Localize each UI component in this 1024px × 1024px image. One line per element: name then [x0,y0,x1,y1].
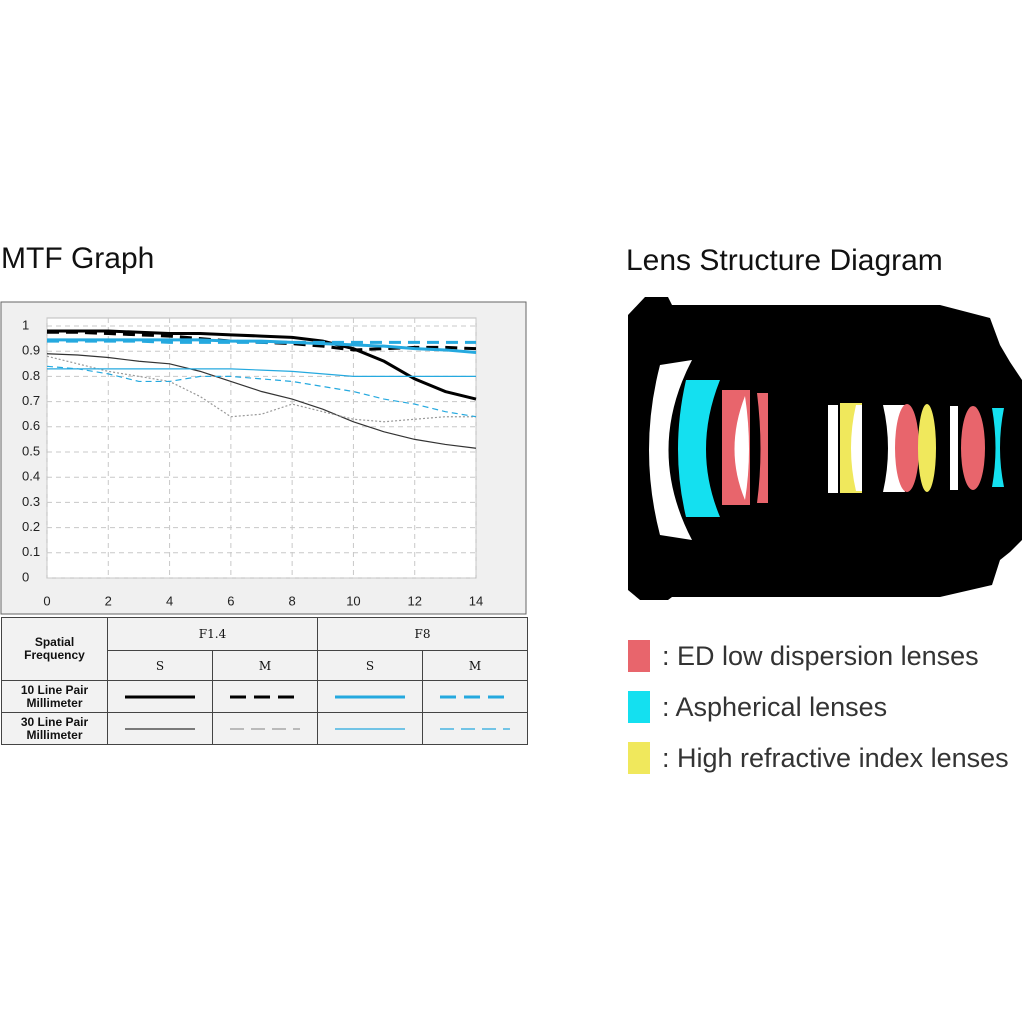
legend-swatch [230,695,300,698]
series-line [47,368,476,377]
lens-element [895,404,919,492]
lens-diagram [628,297,1022,600]
lens-element [950,406,958,490]
y-tick-label: 0.8 [22,368,40,383]
lens-element [734,396,749,500]
legend-swatch [230,727,300,730]
chart-title: MTF Graph [1,242,154,275]
series-line [46,353,477,449]
legend-swatch [440,695,511,698]
swatch-cell [422,712,529,745]
y-tick-label: 0.1 [22,544,40,559]
legend-color [628,640,650,672]
x-tick-label: 14 [469,593,483,608]
swatch-cell [211,680,319,713]
direction-header: S [107,650,213,681]
y-tick-label: 0.3 [22,494,40,509]
lens-element [828,405,838,493]
swatch-cell [422,680,529,713]
swatch-cell [317,712,424,745]
x-tick-label: 10 [346,593,360,608]
aperture-header: F1.4 [106,617,319,651]
legend-label: : High refractive index lenses [662,743,1009,773]
swatch-cell [107,680,213,713]
lens-element [851,405,862,491]
legend-color [628,691,650,723]
x-tick-label: 2 [105,593,112,608]
legend-color [628,742,650,774]
lens-body [628,297,1022,600]
y-tick-label: 0.5 [22,443,40,458]
legend-swatch [440,727,511,730]
diagram-title: Lens Structure Diagram [626,244,943,277]
y-tick-label: 0.2 [22,519,40,534]
series-line [46,355,476,423]
x-tick-label: 0 [43,593,50,608]
y-tick-label: 0 [22,569,29,584]
x-tick-label: 12 [407,593,421,608]
lens-element [918,404,936,492]
row-label: 30 Line Pair Millimeter [1,712,108,745]
direction-header: S [317,650,424,681]
x-tick-label: 8 [289,593,296,608]
diagram-legend: : ED low dispersion lenses : Aspherical l… [628,640,1009,774]
legend-row: 10 Line Pair Millimeter [1,680,529,713]
y-tick-label: 1 [22,317,29,332]
y-tick-label: 0.9 [22,343,40,358]
legend-row: 30 Line Pair Millimeter [1,712,529,745]
direction-header: M [422,650,529,681]
y-tick-label: 0.7 [22,393,40,408]
y-tick-label: 0.4 [22,469,40,484]
series-line [47,329,477,401]
legend-label: : ED low dispersion lenses [662,641,979,671]
legend-table: Spatial Frequency F1.4 F8 S M S M 10 Line Pair … [1,617,529,745]
header-cell: Spatial Frequency [1,617,108,681]
swatch-cell [317,680,424,713]
plot-area [46,317,477,579]
lens-element [961,406,985,490]
legend-label: : Aspherical lenses [662,692,887,722]
swatch-cell [107,712,213,745]
legend-swatch [125,727,195,730]
x-tick-label: 6 [227,593,234,608]
aperture-header: F8 [317,617,529,651]
header-row: Spatial Frequency F1.4 F8 [1,617,529,681]
series-line [46,365,477,418]
lens-element [992,408,1004,487]
row-label: 10 Line Pair Millimeter [1,680,108,713]
lens-element [757,393,768,503]
legend-swatch [335,727,406,730]
lines [46,329,477,449]
x-tick-label: 4 [166,593,173,608]
legend-swatch [125,695,195,698]
lens-element [678,380,720,517]
direction-header: M [211,650,319,681]
y-tick-label: 0.6 [22,418,40,433]
lens-element [649,360,692,540]
series-line [47,339,476,344]
legend-swatch [335,695,406,698]
swatch-cell [211,712,319,745]
